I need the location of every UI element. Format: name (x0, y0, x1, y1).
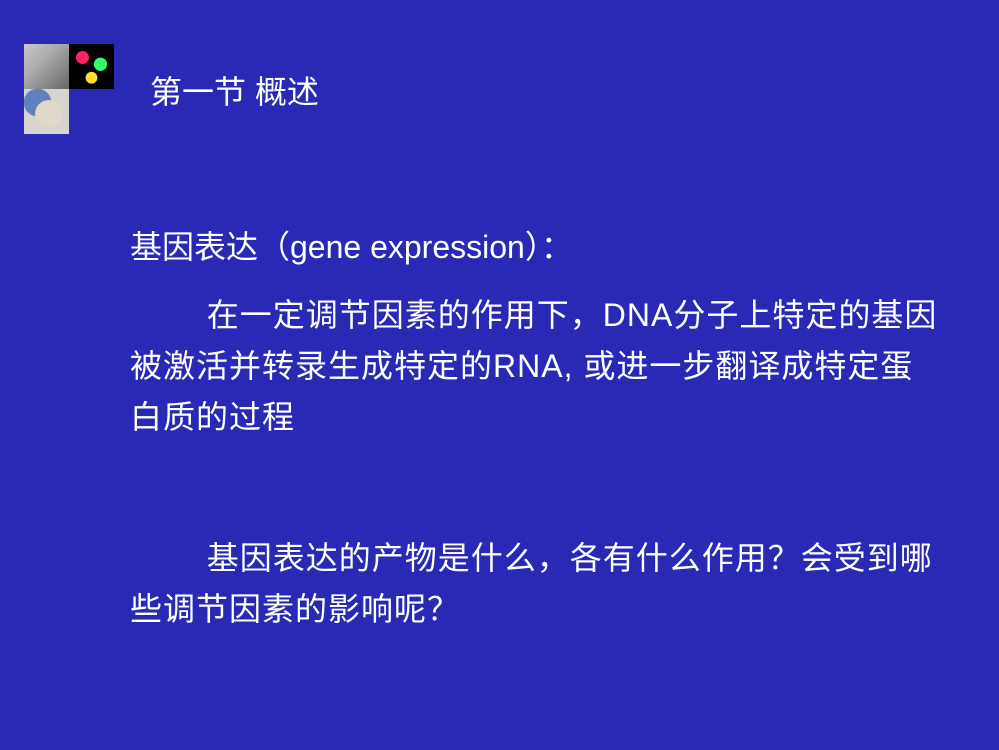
decor-row-2 (24, 89, 114, 134)
chromosome-thumbnail (69, 44, 114, 89)
slide-content: 第一节 概述 基因表达（gene expression）： 在一定调节因素的作用… (130, 70, 939, 636)
subtitle-gene-expression: 基因表达（gene expression）： (130, 225, 939, 270)
definition-text: 在一定调节因素的作用下，DNA分子上特定的基因被激活并转录生成特定的RNA, 或… (130, 297, 937, 435)
decorative-thumbnails (24, 44, 114, 134)
brain-thumbnail (24, 89, 69, 134)
sculpture-thumbnail (24, 44, 69, 89)
definition-paragraph: 在一定调节因素的作用下，DNA分子上特定的基因被激活并转录生成特定的RNA, 或… (130, 290, 939, 444)
decor-row-1 (24, 44, 114, 89)
section-title: 第一节 概述 (150, 70, 939, 115)
question-text: 基因表达的产物是什么，各有什么作用？会受到哪些调节因素的影响呢？ (130, 540, 933, 627)
question-paragraph: 基因表达的产物是什么，各有什么作用？会受到哪些调节因素的影响呢？ (130, 533, 939, 635)
empty-tile (69, 89, 114, 134)
